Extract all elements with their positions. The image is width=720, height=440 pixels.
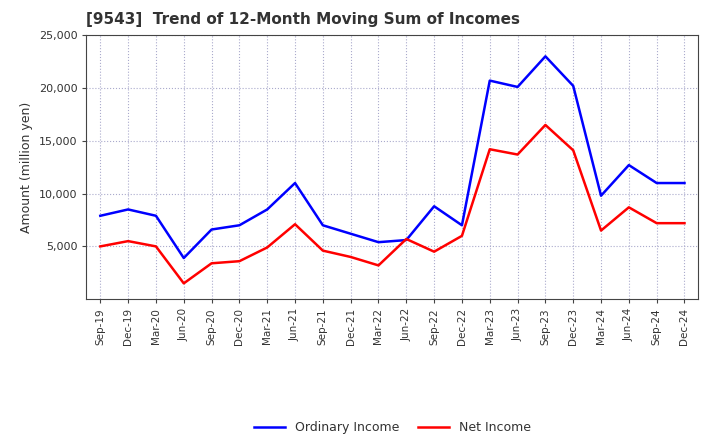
Ordinary Income bbox=[318, 223, 327, 228]
Net Income bbox=[318, 248, 327, 253]
Ordinary Income bbox=[152, 213, 161, 218]
Ordinary Income bbox=[680, 180, 689, 186]
Y-axis label: Amount (million yen): Amount (million yen) bbox=[20, 102, 33, 233]
Ordinary Income bbox=[597, 193, 606, 198]
Net Income bbox=[402, 236, 410, 242]
Net Income bbox=[96, 244, 104, 249]
Ordinary Income bbox=[624, 162, 633, 168]
Net Income bbox=[291, 222, 300, 227]
Net Income bbox=[124, 238, 132, 244]
Net Income bbox=[263, 245, 271, 250]
Ordinary Income bbox=[458, 223, 467, 228]
Net Income bbox=[207, 260, 216, 266]
Ordinary Income bbox=[179, 255, 188, 260]
Ordinary Income bbox=[96, 213, 104, 218]
Line: Net Income: Net Income bbox=[100, 125, 685, 283]
Ordinary Income bbox=[374, 239, 383, 245]
Net Income bbox=[541, 122, 550, 128]
Net Income bbox=[624, 205, 633, 210]
Ordinary Income bbox=[124, 207, 132, 212]
Net Income bbox=[680, 220, 689, 226]
Ordinary Income bbox=[569, 83, 577, 88]
Ordinary Income bbox=[430, 204, 438, 209]
Ordinary Income bbox=[346, 231, 355, 236]
Net Income bbox=[597, 228, 606, 233]
Legend: Ordinary Income, Net Income: Ordinary Income, Net Income bbox=[248, 416, 536, 439]
Ordinary Income bbox=[513, 84, 522, 90]
Line: Ordinary Income: Ordinary Income bbox=[100, 56, 685, 258]
Ordinary Income bbox=[291, 180, 300, 186]
Ordinary Income bbox=[652, 180, 661, 186]
Net Income bbox=[152, 244, 161, 249]
Net Income bbox=[652, 220, 661, 226]
Net Income bbox=[179, 281, 188, 286]
Ordinary Income bbox=[207, 227, 216, 232]
Net Income bbox=[346, 254, 355, 260]
Net Income bbox=[430, 249, 438, 254]
Net Income bbox=[485, 147, 494, 152]
Ordinary Income bbox=[402, 238, 410, 243]
Ordinary Income bbox=[541, 54, 550, 59]
Net Income bbox=[569, 148, 577, 153]
Ordinary Income bbox=[263, 207, 271, 212]
Net Income bbox=[513, 152, 522, 157]
Net Income bbox=[235, 259, 243, 264]
Ordinary Income bbox=[235, 223, 243, 228]
Net Income bbox=[458, 233, 467, 238]
Text: [9543]  Trend of 12-Month Moving Sum of Incomes: [9543] Trend of 12-Month Moving Sum of I… bbox=[86, 12, 521, 27]
Net Income bbox=[374, 263, 383, 268]
Ordinary Income bbox=[485, 78, 494, 83]
